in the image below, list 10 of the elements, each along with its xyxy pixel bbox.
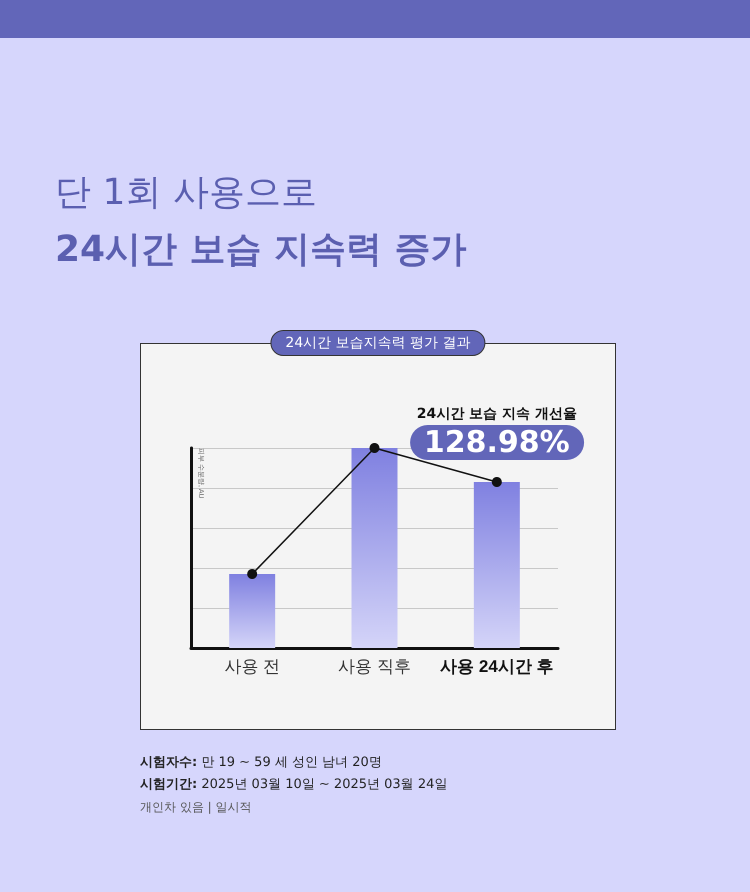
text: 24시간 보습지속력 평가 결과 — [270, 330, 486, 356]
text: 시험자수: 만 19 ~ 59 세 성인 남녀 20명 — [140, 754, 383, 772]
annotation: 24시간 보습 지속 개선율 128.98% — [416, 405, 578, 460]
chart-subtitle: 24시간 보습 지속력 증가 — [55, 228, 467, 272]
x-tick-label: 사용 24시간 후 — [440, 657, 554, 676]
text: 시험기간: 2025년 03월 10일 ~ 2025년 03월 24일 — [140, 776, 448, 794]
text: 개인차 있음 | 일시적 — [140, 799, 252, 816]
x-tick-label: 사용 직후 — [338, 657, 411, 676]
x-tick-label: 사용 전 — [224, 657, 280, 676]
chart-title: 단 1회 사용으로 — [55, 171, 317, 215]
